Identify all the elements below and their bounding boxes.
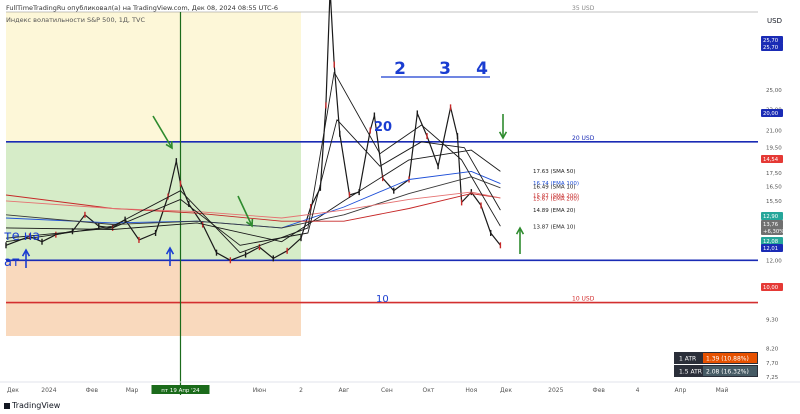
x-tick-label: Дек — [500, 387, 512, 394]
x-tick-label: Ноя — [465, 387, 477, 394]
y-tick-label: 9,30 — [766, 317, 779, 323]
x-tick-label: Окт — [422, 387, 434, 394]
x-tick-label: 2025 — [548, 387, 563, 394]
ma-label: 15.67 (EMA 200) — [533, 196, 579, 202]
arrow-down-green-2-head — [245, 218, 254, 228]
x-tick-label: Сен — [381, 387, 393, 394]
price-axis-bg — [760, 0, 800, 382]
x-tick-label: Фев — [86, 387, 99, 394]
ma-label: 14.89 (EMA 20) — [533, 208, 576, 214]
price-badge — [761, 237, 783, 245]
ma-label: 16.74 (EMA 100) — [533, 181, 579, 187]
arrow-down-green-1-head — [165, 140, 173, 150]
atr-value-bg — [703, 353, 757, 363]
price-badge-label: 12,01 — [763, 246, 778, 252]
x-tick-label: Дек — [7, 387, 19, 394]
zone-yellow — [6, 12, 301, 142]
y-tick-label: 17,50 — [766, 171, 782, 177]
y-tick-label: 7,25 — [766, 375, 779, 381]
price-badge-label: 12,08 — [763, 239, 779, 245]
x-tick-label: Авг — [339, 387, 350, 394]
price-badge-label: 10,00 — [763, 285, 779, 291]
ma-label: 17.63 (SMA 50) — [533, 169, 576, 175]
tradingview-logo-icon — [4, 402, 10, 409]
wave-label-4: 4 — [476, 59, 488, 79]
price-badge-label: 25,70 — [763, 45, 779, 51]
y-tick-label: 15,50 — [766, 199, 782, 205]
indicator-title: Индекс волатильности S&P 500, 1Д, TVC — [6, 16, 146, 24]
arrow-down-green-1 — [152, 115, 173, 149]
date-marker-label: пт 19 Апр '24 — [161, 388, 200, 394]
y-tick-label: 16,50 — [766, 184, 782, 190]
level-label-1: 20 USD — [572, 135, 595, 142]
price-badge-label: 25,70 — [763, 38, 779, 44]
y-tick-label: 25,00 — [766, 88, 782, 94]
y-tick-label: 12,00 — [766, 258, 782, 264]
price-badge — [761, 220, 783, 228]
left-fragment-1: те на — [4, 229, 40, 244]
price-badge-label: 13,76 — [763, 222, 779, 228]
ma-label: 15.87 (SMA 200) — [533, 193, 579, 199]
level-label-0: 35 USD — [572, 5, 595, 12]
ma-line-ema-100 — [5, 170, 501, 229]
price-badge — [761, 36, 783, 44]
y-tick-label: 21,00 — [766, 128, 782, 134]
price-badge — [761, 109, 783, 117]
currency-label: USD — [767, 17, 782, 25]
price-badge — [761, 212, 783, 220]
atr-label: 1.5 ATR — [679, 369, 702, 376]
x-tick-label: Июн — [253, 387, 267, 394]
atr-value: 1.39 (10.88%) — [706, 356, 749, 363]
level-10-annotation: 10 — [376, 294, 389, 305]
x-tick-label: Май — [716, 387, 729, 394]
date-marker-badge — [151, 385, 210, 394]
atr-value-bg — [703, 366, 757, 376]
x-tick-label: Фев — [593, 387, 606, 394]
level-20-annotation: 20 — [374, 120, 392, 135]
atr-value: 2.08 (16.32%) — [706, 369, 749, 376]
price-badge-label: 20,00 — [763, 111, 779, 117]
arrow-up-blue-1-head — [21, 248, 31, 257]
level-label-3: 10 USD — [572, 296, 595, 303]
ma-label: 13.87 (EMA 10) — [533, 225, 576, 231]
x-tick-label: 2024 — [41, 387, 56, 394]
arrow-down-green-3-head — [498, 131, 508, 140]
price-badge — [761, 244, 783, 252]
tradingview-brand-label: TradingView — [12, 401, 61, 410]
wave-label-2: 2 — [394, 59, 406, 79]
publisher-line: FullTimeTradingRu опубликовал(а) на Trad… — [6, 4, 279, 12]
arrow-up-green-head — [515, 226, 525, 235]
ma-line-ema-10 — [5, 71, 501, 254]
atr-label: 1 ATR — [679, 356, 696, 363]
x-tick-label: 2 — [299, 387, 303, 394]
price-badge-label: 12,90 — [763, 214, 779, 220]
y-tick-label: 8,20 — [766, 347, 779, 353]
ma-label: 16.49 (SMA 10) — [533, 185, 576, 191]
price-badge — [761, 155, 783, 163]
price-badge — [761, 43, 783, 51]
price-badge-label: 14,54 — [763, 157, 779, 163]
x-tick-label: 4 — [636, 387, 640, 394]
wave-label-3: 3 — [439, 59, 451, 79]
ma-line-ema-20 — [5, 119, 501, 246]
left-fragment-2: ат — [4, 255, 20, 270]
x-tick-label: Мар — [126, 387, 139, 394]
tradingview-brand[interactable]: TradingView — [4, 401, 60, 410]
y-tick-label: 19,50 — [766, 146, 782, 152]
zone-orange — [6, 260, 301, 336]
arrow-down-green-2 — [237, 195, 253, 227]
price-badge-label: +6,30% — [763, 229, 784, 235]
price-badge — [761, 283, 783, 291]
y-tick-label: 7,70 — [766, 361, 779, 367]
x-tick-label: Апр — [675, 387, 687, 394]
arrow-up-blue-2-head — [165, 246, 175, 255]
price-badge — [761, 227, 783, 235]
